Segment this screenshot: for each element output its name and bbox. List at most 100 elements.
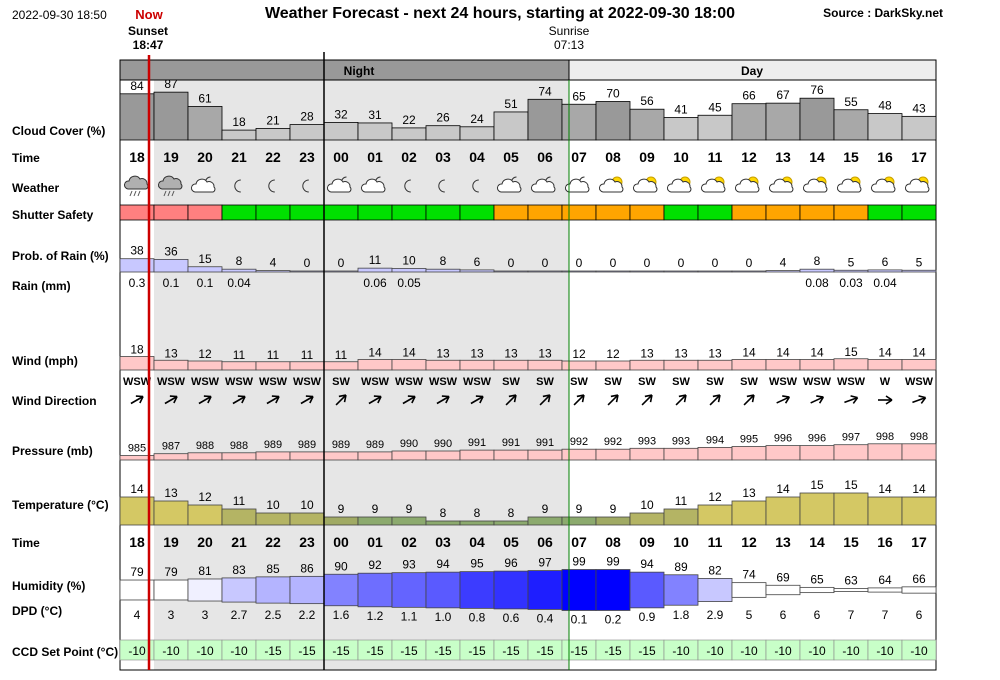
- moon-shape: [404, 179, 411, 193]
- shutter-safety-cell: [153, 204, 189, 221]
- arrow-head: [542, 394, 551, 403]
- arrow-shaft: [470, 395, 484, 405]
- time-label: 15: [843, 149, 859, 165]
- wind-speed-value: 14: [810, 346, 824, 360]
- wind-direction-label: SW: [672, 376, 690, 388]
- rain-probability-bar: [629, 270, 665, 273]
- arrow-shaft: [300, 395, 314, 405]
- partly-cloudy-day-icon: [769, 176, 794, 193]
- dpd-value: 0.2: [605, 612, 622, 626]
- time-label-bottom: 08: [605, 534, 621, 550]
- rain-probability-value: 8: [440, 254, 447, 268]
- wind-arrow-icon: [743, 394, 755, 406]
- moon-shape: [472, 179, 479, 193]
- ccd-setpoint-value: -10: [230, 644, 248, 658]
- row-label-time: Time: [12, 151, 40, 165]
- time-label-bottom: 13: [775, 534, 791, 550]
- rain-probability-bar: [527, 270, 563, 273]
- rain-amount-value: 0.3: [129, 276, 146, 290]
- wind-speed-value: 13: [674, 346, 688, 360]
- ccd-setpoint-value: -15: [502, 644, 520, 658]
- pressure-value: 991: [536, 437, 554, 449]
- cloud-shape: [701, 178, 726, 193]
- ccd-setpoint-value: -10: [672, 644, 690, 658]
- time-label-bottom: 01: [367, 534, 383, 550]
- wind-speed-value: 14: [878, 346, 892, 360]
- rain-amount-value: 0.05: [397, 276, 421, 290]
- wind-direction-label: WSW: [191, 376, 220, 388]
- arrow-head: [885, 395, 893, 405]
- clear-night-icon: [472, 179, 479, 193]
- temperature-bar: [323, 516, 359, 526]
- pressure-value: 998: [910, 431, 928, 443]
- time-label-bottom: 10: [673, 534, 689, 550]
- wind-direction-label: SW: [740, 376, 758, 388]
- temperature-bar: [629, 512, 665, 526]
- wind-speed-bar: [799, 359, 835, 371]
- cloud-cover-value: 28: [300, 110, 314, 124]
- cloud-cover-bar: [527, 98, 563, 141]
- time-label: 02: [401, 149, 417, 165]
- wind-speed-value: 13: [436, 346, 450, 360]
- cloud-shape: [905, 178, 930, 193]
- time-label-bottom: 07: [571, 534, 587, 550]
- wind-direction-label: WSW: [905, 376, 934, 388]
- temperature-value: 11: [233, 494, 246, 508]
- time-label: 17: [911, 149, 927, 165]
- rain-probability-bar: [595, 270, 631, 273]
- cloud-shape: [327, 178, 352, 193]
- humidity-value: 66: [912, 572, 926, 586]
- arrow-head: [475, 395, 484, 404]
- cloud-shape: [158, 175, 183, 190]
- rain-amount-value: 0.03: [839, 276, 863, 290]
- humidity-value: 96: [504, 556, 518, 570]
- temperature-value: 9: [406, 502, 413, 516]
- time-label-bottom: 21: [231, 534, 247, 550]
- night-band: [120, 60, 569, 80]
- cloud-cover-value: 51: [504, 97, 518, 111]
- dpd-value: 2.7: [231, 608, 248, 622]
- dpd-value: 1.8: [673, 608, 690, 622]
- shutter-safety-cell: [527, 204, 563, 221]
- temperature-value: 13: [742, 486, 756, 500]
- time-label: 12: [741, 149, 757, 165]
- partly-cloudy-night-icon: [361, 176, 386, 193]
- dpd-value: 0.8: [469, 610, 486, 624]
- arrow-head: [237, 395, 246, 404]
- wind-speed-bar: [153, 359, 189, 371]
- dpd-value: 0.6: [503, 611, 520, 625]
- cloud-shape: [565, 178, 590, 193]
- humidity-value: 81: [198, 564, 212, 578]
- wind-speed-bar: [493, 359, 529, 371]
- pressure-bar: [595, 448, 631, 461]
- pressure-bar: [391, 450, 427, 461]
- wind-speed-value: 13: [708, 346, 722, 360]
- rain-probability-bar: [425, 268, 461, 273]
- wind-speed-value: 13: [470, 346, 484, 360]
- time-label: 14: [809, 149, 825, 165]
- pressure-value: 992: [570, 436, 588, 448]
- humidity-value: 92: [368, 558, 382, 572]
- arrow-shaft: [539, 394, 551, 406]
- rain-probability-bar: [221, 268, 257, 273]
- pressure-bar: [425, 450, 461, 461]
- wind-direction-label: SW: [332, 376, 350, 388]
- pressure-value: 998: [876, 431, 894, 443]
- cloud-cover-value: 70: [606, 87, 620, 101]
- time-label-bottom: 19: [163, 534, 179, 550]
- arrow-head: [508, 394, 517, 403]
- temperature-bar: [221, 508, 257, 526]
- arrow-head: [203, 395, 212, 404]
- wind-speed-bar: [731, 359, 767, 371]
- cloud-cover-bar: [493, 111, 529, 141]
- time-label: 21: [231, 149, 247, 165]
- pressure-bar: [901, 443, 937, 461]
- wind-arrow-icon: [810, 395, 825, 404]
- dpd-value: 0.9: [639, 610, 656, 624]
- arrow-shaft: [743, 394, 755, 406]
- clear-night-icon: [234, 179, 241, 193]
- wind-arrow-icon: [912, 395, 927, 404]
- cloud-shape: [735, 178, 760, 193]
- arrow-shaft: [164, 395, 178, 405]
